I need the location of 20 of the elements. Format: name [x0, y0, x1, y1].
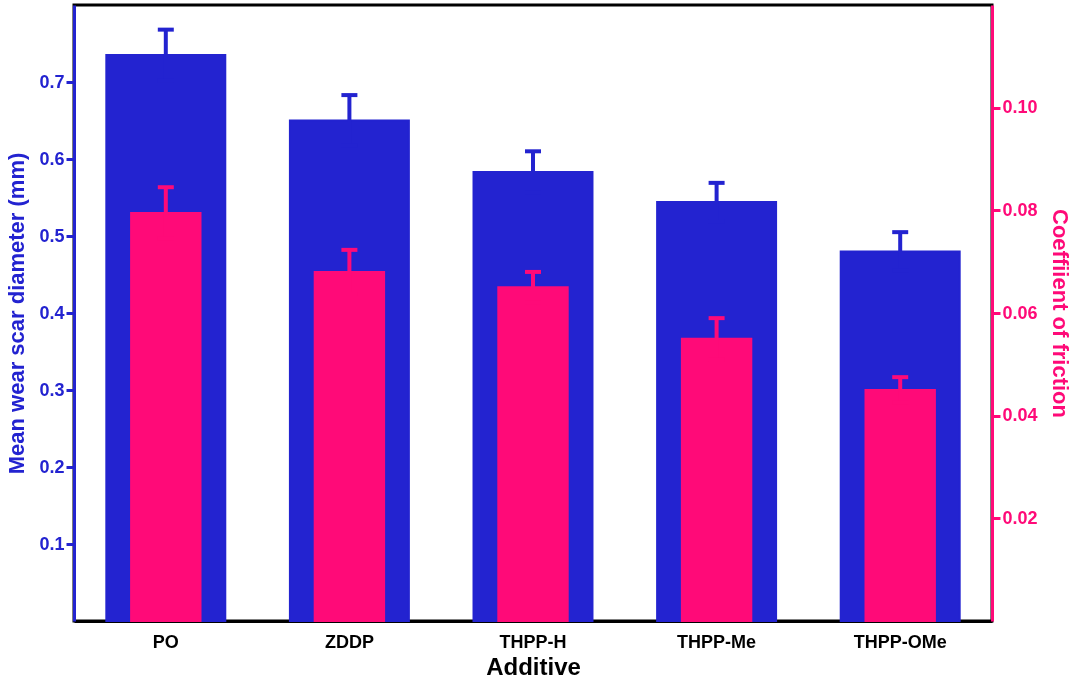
y-tick-label: 0.2 [39, 456, 65, 477]
y2-axis-title: Coeffiient of friction [1047, 209, 1073, 418]
y2-tick-label: 0.06 [1002, 302, 1038, 323]
y2-tick-label: 0.02 [1002, 507, 1038, 528]
x-tick-label: THPP-OMe [853, 631, 947, 652]
y2-tick-label: 0.04 [1002, 405, 1038, 426]
y2-tick-label: 0.10 [1002, 97, 1038, 118]
x-axis-title: Additive [486, 652, 581, 680]
x-tick-label: THPP-Me [677, 631, 757, 652]
y-tick-label: 0.7 [39, 71, 65, 92]
y-tick-label: 0.5 [39, 225, 65, 246]
y-tick-label: 0.3 [39, 379, 65, 400]
x-tick-label: PO [152, 631, 179, 652]
y-tick-label: 0.4 [39, 302, 65, 323]
y2-tick-label: 0.08 [1002, 199, 1038, 220]
x-tick-label: THPP-H [499, 631, 567, 652]
x-tick-label: ZDDP [324, 631, 374, 652]
y-tick-label: 0.6 [39, 148, 65, 169]
y-axis-title: Mean wear scar diameter (mm) [4, 152, 30, 475]
y-tick-label: 0.1 [39, 533, 65, 554]
